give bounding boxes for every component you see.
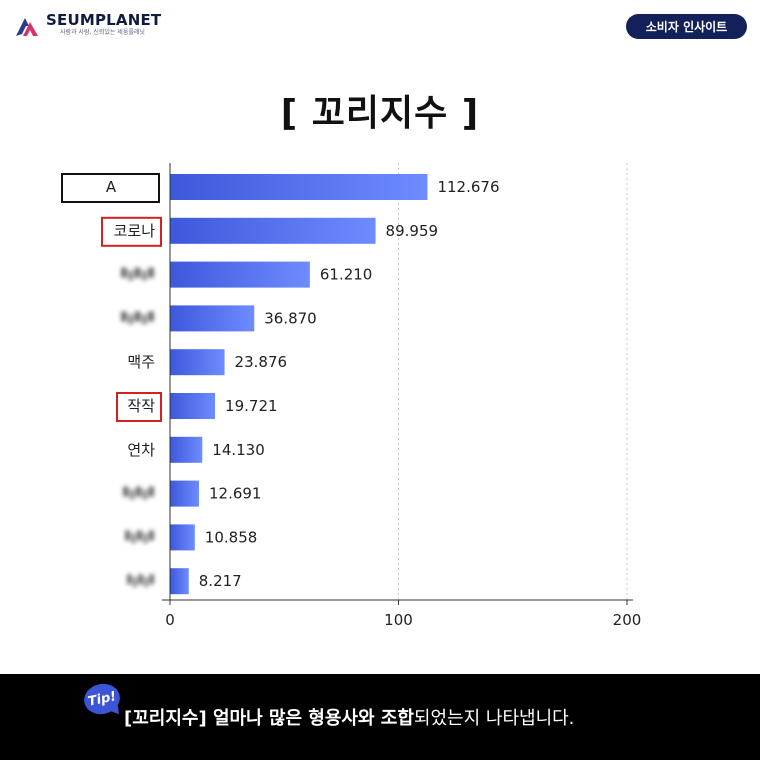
category-label-redacted-3 [121,267,154,281]
bar-5 [170,349,225,376]
category-label-2: 코로나 [114,222,156,240]
footer-description: [꼬리지수] 얼마나 많은 형용사와 조합되었는지 나타냅니다. [124,704,574,730]
bar-10 [170,568,189,595]
mountain-logo-icon [16,18,38,36]
category-highlight-box-6 [116,392,162,422]
value-label-2: 89.959 [386,222,439,240]
bar-7 [170,436,203,463]
category-label-redacted-8 [123,486,154,500]
category-highlight-box-2 [101,216,162,247]
x-tick-label-200: 200 [613,611,642,629]
value-label-9: 10.858 [205,528,258,546]
bar-1 [170,174,428,200]
value-label-5: 23.876 [235,353,287,371]
tail-index-bar-chart: 112.676 A 89.959 코로나 61.210 36.870 23.876 맥주 19.… [61,163,642,629]
category-label-redacted-9 [125,530,154,544]
bar-3 [170,261,310,288]
x-tick-label-100: 100 [384,611,413,629]
bar-4 [170,305,255,332]
value-label-4: 36.870 [264,309,317,327]
brand-name: SEUMPLANET [46,11,162,29]
category-label-1: A [106,178,117,196]
category-label-redacted-10 [127,574,154,588]
page-title: [ 꼬리지수 ] [280,93,480,134]
category-label-5: 맥주 [127,353,155,371]
category-badge: 소비자 인사이트 [626,14,747,39]
category-label-6: 작작 [127,397,155,415]
category-highlight-box-1 [61,173,160,203]
footer-text-regular: 되었는지 나타냅니다. [413,708,575,729]
category-label-redacted-4 [121,311,154,325]
footer-text-bold: [꼬리지수] 얼마나 많은 형용사와 조합 [124,708,414,729]
category-label-7: 연차 [127,441,155,459]
bar-6 [170,393,216,419]
x-tick-label-0: 0 [165,611,175,629]
value-label-3: 61.210 [320,266,373,284]
value-label-10: 8.217 [199,572,242,590]
bar-8 [170,480,199,507]
bar-2 [170,217,376,244]
value-label-1: 112.676 [437,178,499,196]
bar-9 [170,524,195,551]
brand-logo: SEUMPLANET 사람과 사람, 신뢰있는 세움플래닛 [14,12,161,38]
value-label-8: 12.691 [209,485,262,503]
footer-banner: Tip! [꼬리지수] 얼마나 많은 형용사와 조합되었는지 나타냅니다. [0,674,760,760]
brand-tagline: 사람과 사람, 신뢰있는 세움플래닛 [60,29,145,36]
tip-badge: Tip! [81,680,123,718]
value-label-7: 14.130 [212,441,265,459]
value-label-6: 19.721 [225,397,278,415]
